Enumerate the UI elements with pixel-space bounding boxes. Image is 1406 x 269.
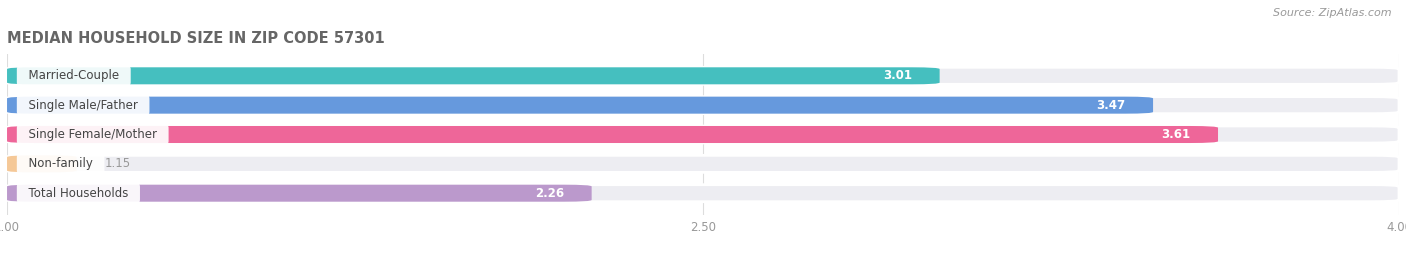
Text: Single Male/Father: Single Male/Father xyxy=(21,99,145,112)
FancyBboxPatch shape xyxy=(7,67,1399,84)
Text: Married-Couple: Married-Couple xyxy=(21,69,127,82)
Text: Single Female/Mother: Single Female/Mother xyxy=(21,128,165,141)
Text: Non-family: Non-family xyxy=(21,157,100,170)
FancyBboxPatch shape xyxy=(7,155,1399,172)
FancyBboxPatch shape xyxy=(7,126,1218,143)
Text: 3.01: 3.01 xyxy=(883,69,911,82)
Text: 1.15: 1.15 xyxy=(104,157,131,170)
Text: 3.61: 3.61 xyxy=(1161,128,1189,141)
Text: MEDIAN HOUSEHOLD SIZE IN ZIP CODE 57301: MEDIAN HOUSEHOLD SIZE IN ZIP CODE 57301 xyxy=(7,31,385,46)
FancyBboxPatch shape xyxy=(7,67,939,84)
FancyBboxPatch shape xyxy=(7,185,1399,202)
FancyBboxPatch shape xyxy=(7,185,592,202)
FancyBboxPatch shape xyxy=(7,97,1399,114)
FancyBboxPatch shape xyxy=(7,126,1399,143)
FancyBboxPatch shape xyxy=(7,97,1153,114)
Text: Source: ZipAtlas.com: Source: ZipAtlas.com xyxy=(1274,8,1392,18)
Text: 3.47: 3.47 xyxy=(1097,99,1125,112)
Text: 2.26: 2.26 xyxy=(534,187,564,200)
FancyBboxPatch shape xyxy=(7,155,76,172)
Text: Total Households: Total Households xyxy=(21,187,136,200)
